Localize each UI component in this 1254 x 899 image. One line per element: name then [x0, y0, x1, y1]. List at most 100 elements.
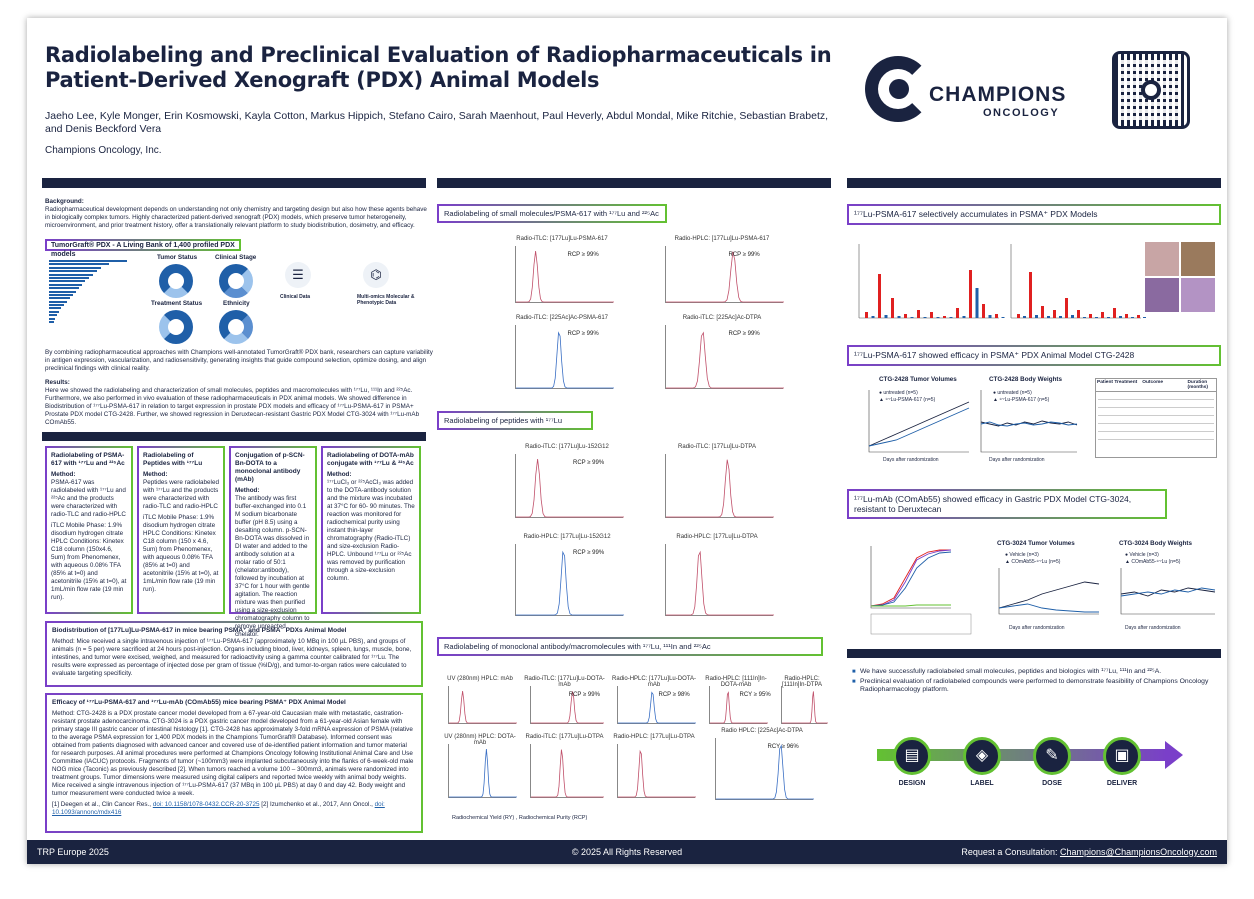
rcp-label: RCP ≥ 98%	[658, 692, 690, 698]
plot-title: Radio-HPLC: [111In]In-DOTA-mAb	[705, 676, 767, 688]
method-box-title: Radiolabeling of PSMA-617 with ¹⁷⁷Lu and…	[51, 452, 125, 467]
pipeline-graphic: ▤ ◈ ✎ ▣ DESIGN LABEL DOSE DELIVER	[867, 725, 1197, 795]
rcp-label: RCY ≥ 95%	[739, 692, 771, 698]
results-heading: Results:	[45, 379, 70, 386]
dna-icon: ⌬	[363, 262, 389, 288]
chart-axis	[868, 390, 969, 453]
chromatogram-trace	[449, 690, 517, 724]
footer-right: Request a Consultation: Champions@Champi…	[961, 847, 1217, 857]
background-text: Radiopharmaceutical development depends …	[45, 206, 427, 229]
champions-logo: CHAMPIONS ONCOLOGY	[865, 56, 1095, 126]
method-label: Method:	[143, 471, 168, 478]
biodistribution-bar	[936, 317, 940, 318]
ctg3024-tumor-xlabel: Days after randomization	[1009, 625, 1065, 631]
pipeline-arrow-head	[1165, 741, 1183, 769]
biodistribution-bar	[878, 274, 881, 318]
tg-label-tumor-status: Tumor Status	[157, 254, 198, 261]
biodistribution-bar	[956, 308, 959, 318]
chart-series-line	[871, 604, 951, 607]
method-box-psma617: Radiolabeling of PSMA-617 with ¹⁷⁷Lu and…	[45, 446, 133, 614]
chromatogram-plot: Radio-iTLC: [225Ac]Ac-DTPA RCP ≥ 99%	[657, 315, 787, 397]
chromatogram-plot: Radio-HPLC: [111In]In-DOTA-mAb RCY ≥ 95%	[701, 676, 771, 732]
chart-series-line	[870, 549, 951, 607]
tg-label-multiomics: Multi-omics Molecular & Phenotypic Data	[357, 294, 415, 306]
label-icon: ◈	[963, 737, 1001, 775]
poster: Radiolabeling and Preclinical Evaluation…	[27, 18, 1227, 864]
ctg3024-svg	[870, 546, 1216, 635]
plot-title: Radio-HPLC: [177Lu]Lu-DTPA	[613, 734, 695, 740]
chromatogram-trace	[516, 458, 624, 518]
combining-text: By combining radiopharmaceutical approac…	[45, 349, 433, 372]
left-column-bar	[42, 178, 426, 188]
step-label-deliver: DELIVER	[1106, 780, 1138, 787]
chromatogram-trace	[666, 550, 774, 616]
chromatogram-plot: Radio-HPLC: [177Lu]Lu-152G12 RCP ≥ 99%	[507, 534, 627, 624]
references: [1] Deegen et al., Clin Cancer Res., doi…	[52, 801, 416, 817]
chromatogram-plot: Radio-iTLC: [177Lu]Lu-PSMA-617 RCP ≥ 99%	[507, 236, 617, 311]
section-small-molecules: Radiolabeling of small molecules/PSMA-61…	[437, 204, 667, 223]
authors: Jaeho Lee, Kyle Monger, Erin Kosmowski, …	[45, 110, 829, 135]
chart-series-line	[868, 407, 970, 447]
data-table-outline	[870, 613, 972, 635]
qr-code[interactable]	[1112, 51, 1190, 129]
donut-ethnicity	[219, 310, 253, 344]
plot-title: Radio-HPLC: [177Lu]Lu-152G12	[523, 534, 611, 540]
ctg3024-tumor-title: CTG-3024 Tumor Volumes	[997, 540, 1075, 547]
ctg3024-bw-title: CTG-3024 Body Weights	[1119, 540, 1193, 547]
step-label-label: LABEL	[970, 780, 994, 787]
biodistribution-bar	[982, 304, 985, 318]
biodistribution-svg	[858, 242, 1215, 319]
method-label: Method:	[235, 487, 260, 494]
middle-column-bar	[437, 178, 831, 188]
chart-series-line	[1120, 587, 1216, 597]
biodistribution-bar	[897, 316, 901, 318]
biodistribution-bar	[949, 317, 953, 318]
plot-title: Radio-iTLC: [177Lu]Lu-DOTA-mAb	[524, 676, 605, 688]
plot-title: Radio-iTLC: [177Lu]Lu-DTPA	[525, 734, 604, 740]
footer-email-link[interactable]: Champions@ChampionsOncology.com	[1059, 847, 1217, 857]
rcp-label: RCP ≥ 99%	[728, 252, 760, 258]
ctg2428-tumor-title: CTG-2428 Tumor Volumes	[879, 376, 957, 383]
ref2-link[interactable]: doi: 10.1093/annonc/mdx416	[52, 801, 385, 816]
chart-axis	[998, 568, 1099, 615]
chromatogram-plot: Radio HPLC: [225Ac]Ac-DTPA RCY ≥ 96%	[707, 728, 817, 808]
ctg2428-charts: CTG-2428 Tumor Volumes CTG-2428 Body Wei…	[849, 376, 1219, 468]
biodistribution-bar	[1053, 310, 1056, 318]
method-label: Method:	[327, 471, 352, 478]
ref1-link[interactable]: doi: 10.1158/1078-0432.CCR-20-3725	[152, 801, 260, 808]
plot-title: UV (280nm) HPLC: mAb	[447, 676, 513, 682]
tg-label-ethnicity: Ethnicity	[223, 300, 250, 307]
efficacy-text: Method: CTG-2428 is a PDX prostate cance…	[52, 710, 414, 797]
section-peptides: Radiolabeling of peptides with ¹⁷⁷Lu	[437, 411, 593, 430]
step-label-dose: DOSE	[1042, 780, 1062, 787]
rcp-label: RCP ≥ 99%	[728, 331, 760, 337]
left-divider-band	[42, 432, 426, 441]
right-divider-band	[847, 649, 1221, 658]
plot-title: Radio-HPLC: [111In]In-DTPA	[781, 676, 823, 688]
biodistribution-bar	[1065, 298, 1068, 318]
logo-sub: ONCOLOGY	[983, 107, 1060, 119]
biodistribution-bar	[943, 316, 946, 318]
method-text: ¹⁷⁷LuCl₃ or ²²⁵AcCl₃ was added to the DO…	[327, 479, 415, 582]
biodistribution-bar	[1023, 316, 1026, 318]
ref1-text: [1] Deegen et al., Clin Cancer Res.,	[52, 801, 153, 808]
ref2-text: [2] Izumchenko et al., 2017, Ann Oncol.,	[259, 801, 375, 808]
plot-title: Radio-iTLC: [177Lu]Lu-DTPA	[678, 444, 756, 450]
ctg2428-bw-xlabel: Days after randomization	[989, 457, 1045, 463]
biodistribution-bar	[884, 315, 888, 318]
method-box-peptides: Radiolabeling of Peptides with ¹⁷⁷Lu Met…	[137, 446, 225, 614]
table-header: Patient Treatment Outcome Duration (mont…	[1096, 379, 1216, 392]
biodistribution-bar	[923, 317, 927, 318]
poster-title: Radiolabeling and Preclinical Evaluation…	[45, 43, 832, 92]
rcp-label: RCY ≥ 96%	[767, 744, 799, 750]
method-box-dota-mab: Radiolabeling of DOTA-mAb conjugate with…	[321, 446, 421, 614]
biodistribution-bar	[1059, 316, 1062, 318]
biodistribution-bar	[910, 317, 914, 318]
biodistribution-bar	[1143, 317, 1146, 318]
method-box-title: Radiolabeling of DOTA-mAb conjugate with…	[327, 452, 414, 467]
chromatogram-trace	[782, 691, 828, 724]
chart-series-line	[1120, 587, 1216, 597]
ctg2428-bw-title: CTG-2428 Body Weights	[989, 376, 1063, 383]
plot-title: Radio-iTLC: [225Ac]Ac-PSMA-617	[515, 315, 609, 321]
background-heading: Background:	[45, 198, 84, 205]
